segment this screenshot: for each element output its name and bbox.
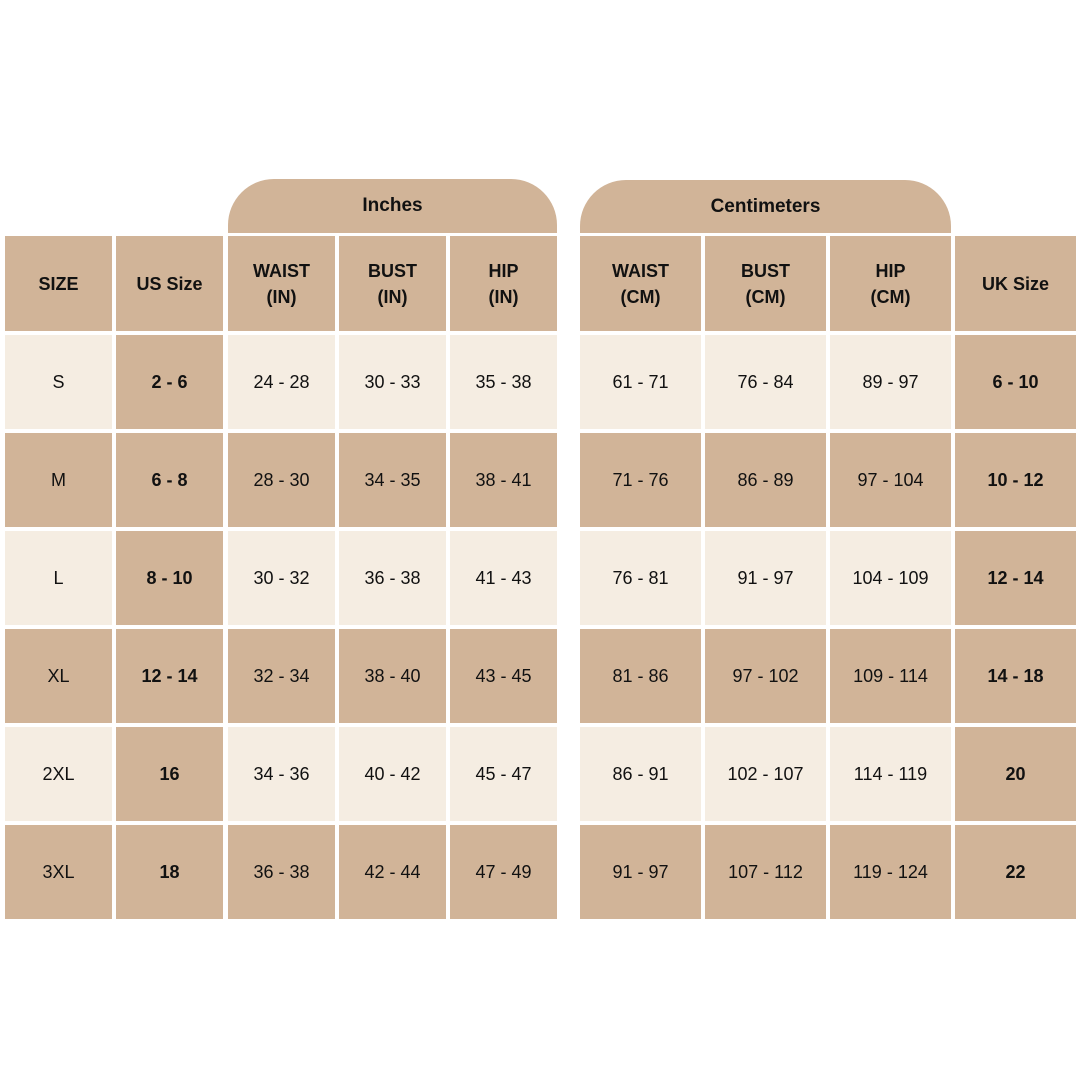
table-cell: 8 - 10	[116, 531, 223, 625]
table-cell: 119 - 124	[830, 825, 951, 919]
table-cell: 35 - 38	[450, 335, 557, 429]
column-header: HIP (CM)	[830, 236, 951, 331]
group-header: Inches	[228, 179, 557, 233]
header-line: HIP	[875, 260, 906, 281]
table-cell: 38 - 41	[450, 433, 557, 527]
header-line: HIP	[488, 260, 519, 281]
table-cell: 36 - 38	[339, 531, 446, 625]
table-cell: 104 - 109	[830, 531, 951, 625]
table-cell: 38 - 40	[339, 629, 446, 723]
table-cell: 6 - 8	[116, 433, 223, 527]
table-cell: 61 - 71	[580, 335, 701, 429]
table-cell: 76 - 81	[580, 531, 701, 625]
table-cell: 91 - 97	[580, 825, 701, 919]
table-cell: 114 - 119	[830, 727, 951, 821]
table-cell: 28 - 30	[228, 433, 335, 527]
table-cell: 24 - 28	[228, 335, 335, 429]
table-cell: XL	[5, 629, 112, 723]
column-header: WAIST (IN)	[228, 236, 335, 331]
header-line: (IN)	[488, 286, 519, 307]
table-cell: 3XL	[5, 825, 112, 919]
header-line: BUST	[741, 260, 790, 281]
table-cell: 32 - 34	[228, 629, 335, 723]
table-cell: 36 - 38	[228, 825, 335, 919]
table-cell: 42 - 44	[339, 825, 446, 919]
column-header: US Size	[116, 236, 223, 331]
column-header: UK Size	[955, 236, 1076, 331]
header-line: UK Size	[981, 273, 1050, 294]
table-cell: 97 - 102	[705, 629, 826, 723]
table-cell: S	[5, 335, 112, 429]
table-cell: 81 - 86	[580, 629, 701, 723]
header-line: WAIST	[253, 260, 310, 281]
header-line: (IN)	[266, 286, 297, 307]
table-cell: 91 - 97	[705, 531, 826, 625]
column-header: WAIST (CM)	[580, 236, 701, 331]
table-cell: 22	[955, 825, 1076, 919]
table-cell: 107 - 112	[705, 825, 826, 919]
header-line: BUST	[368, 260, 417, 281]
table-cell: 34 - 35	[339, 433, 446, 527]
table-cell: 97 - 104	[830, 433, 951, 527]
table-cell: 109 - 114	[830, 629, 951, 723]
table-cell: 20	[955, 727, 1076, 821]
header-line: (IN)	[377, 286, 408, 307]
table-cell: 43 - 45	[450, 629, 557, 723]
table-cell: 71 - 76	[580, 433, 701, 527]
group-header: Centimeters	[580, 180, 951, 233]
column-header: HIP (IN)	[450, 236, 557, 331]
header-line: (CM)	[620, 286, 661, 307]
table-cell: 47 - 49	[450, 825, 557, 919]
header-line: WAIST	[612, 260, 669, 281]
table-cell: 6 - 10	[955, 335, 1076, 429]
header-line: (CM)	[870, 286, 911, 307]
table-cell: 16	[116, 727, 223, 821]
header-line: (CM)	[745, 286, 786, 307]
table-cell: 10 - 12	[955, 433, 1076, 527]
table-cell: 102 - 107	[705, 727, 826, 821]
table-cell: 30 - 33	[339, 335, 446, 429]
column-header: SIZE	[5, 236, 112, 331]
table-cell: 30 - 32	[228, 531, 335, 625]
table-cell: 34 - 36	[228, 727, 335, 821]
table-cell: 2 - 6	[116, 335, 223, 429]
table-cell: 86 - 91	[580, 727, 701, 821]
table-cell: 45 - 47	[450, 727, 557, 821]
table-cell: L	[5, 531, 112, 625]
table-cell: 89 - 97	[830, 335, 951, 429]
table-cell: M	[5, 433, 112, 527]
header-line: US Size	[136, 273, 203, 294]
table-cell: 12 - 14	[116, 629, 223, 723]
column-header: BUST (CM)	[705, 236, 826, 331]
table-cell: 76 - 84	[705, 335, 826, 429]
table-cell: 86 - 89	[705, 433, 826, 527]
table-cell: 14 - 18	[955, 629, 1076, 723]
table-cell: 41 - 43	[450, 531, 557, 625]
table-cell: 2XL	[5, 727, 112, 821]
header-line: SIZE	[38, 273, 79, 294]
table-cell: 12 - 14	[955, 531, 1076, 625]
table-cell: 18	[116, 825, 223, 919]
table-cell: 40 - 42	[339, 727, 446, 821]
column-header: BUST (IN)	[339, 236, 446, 331]
